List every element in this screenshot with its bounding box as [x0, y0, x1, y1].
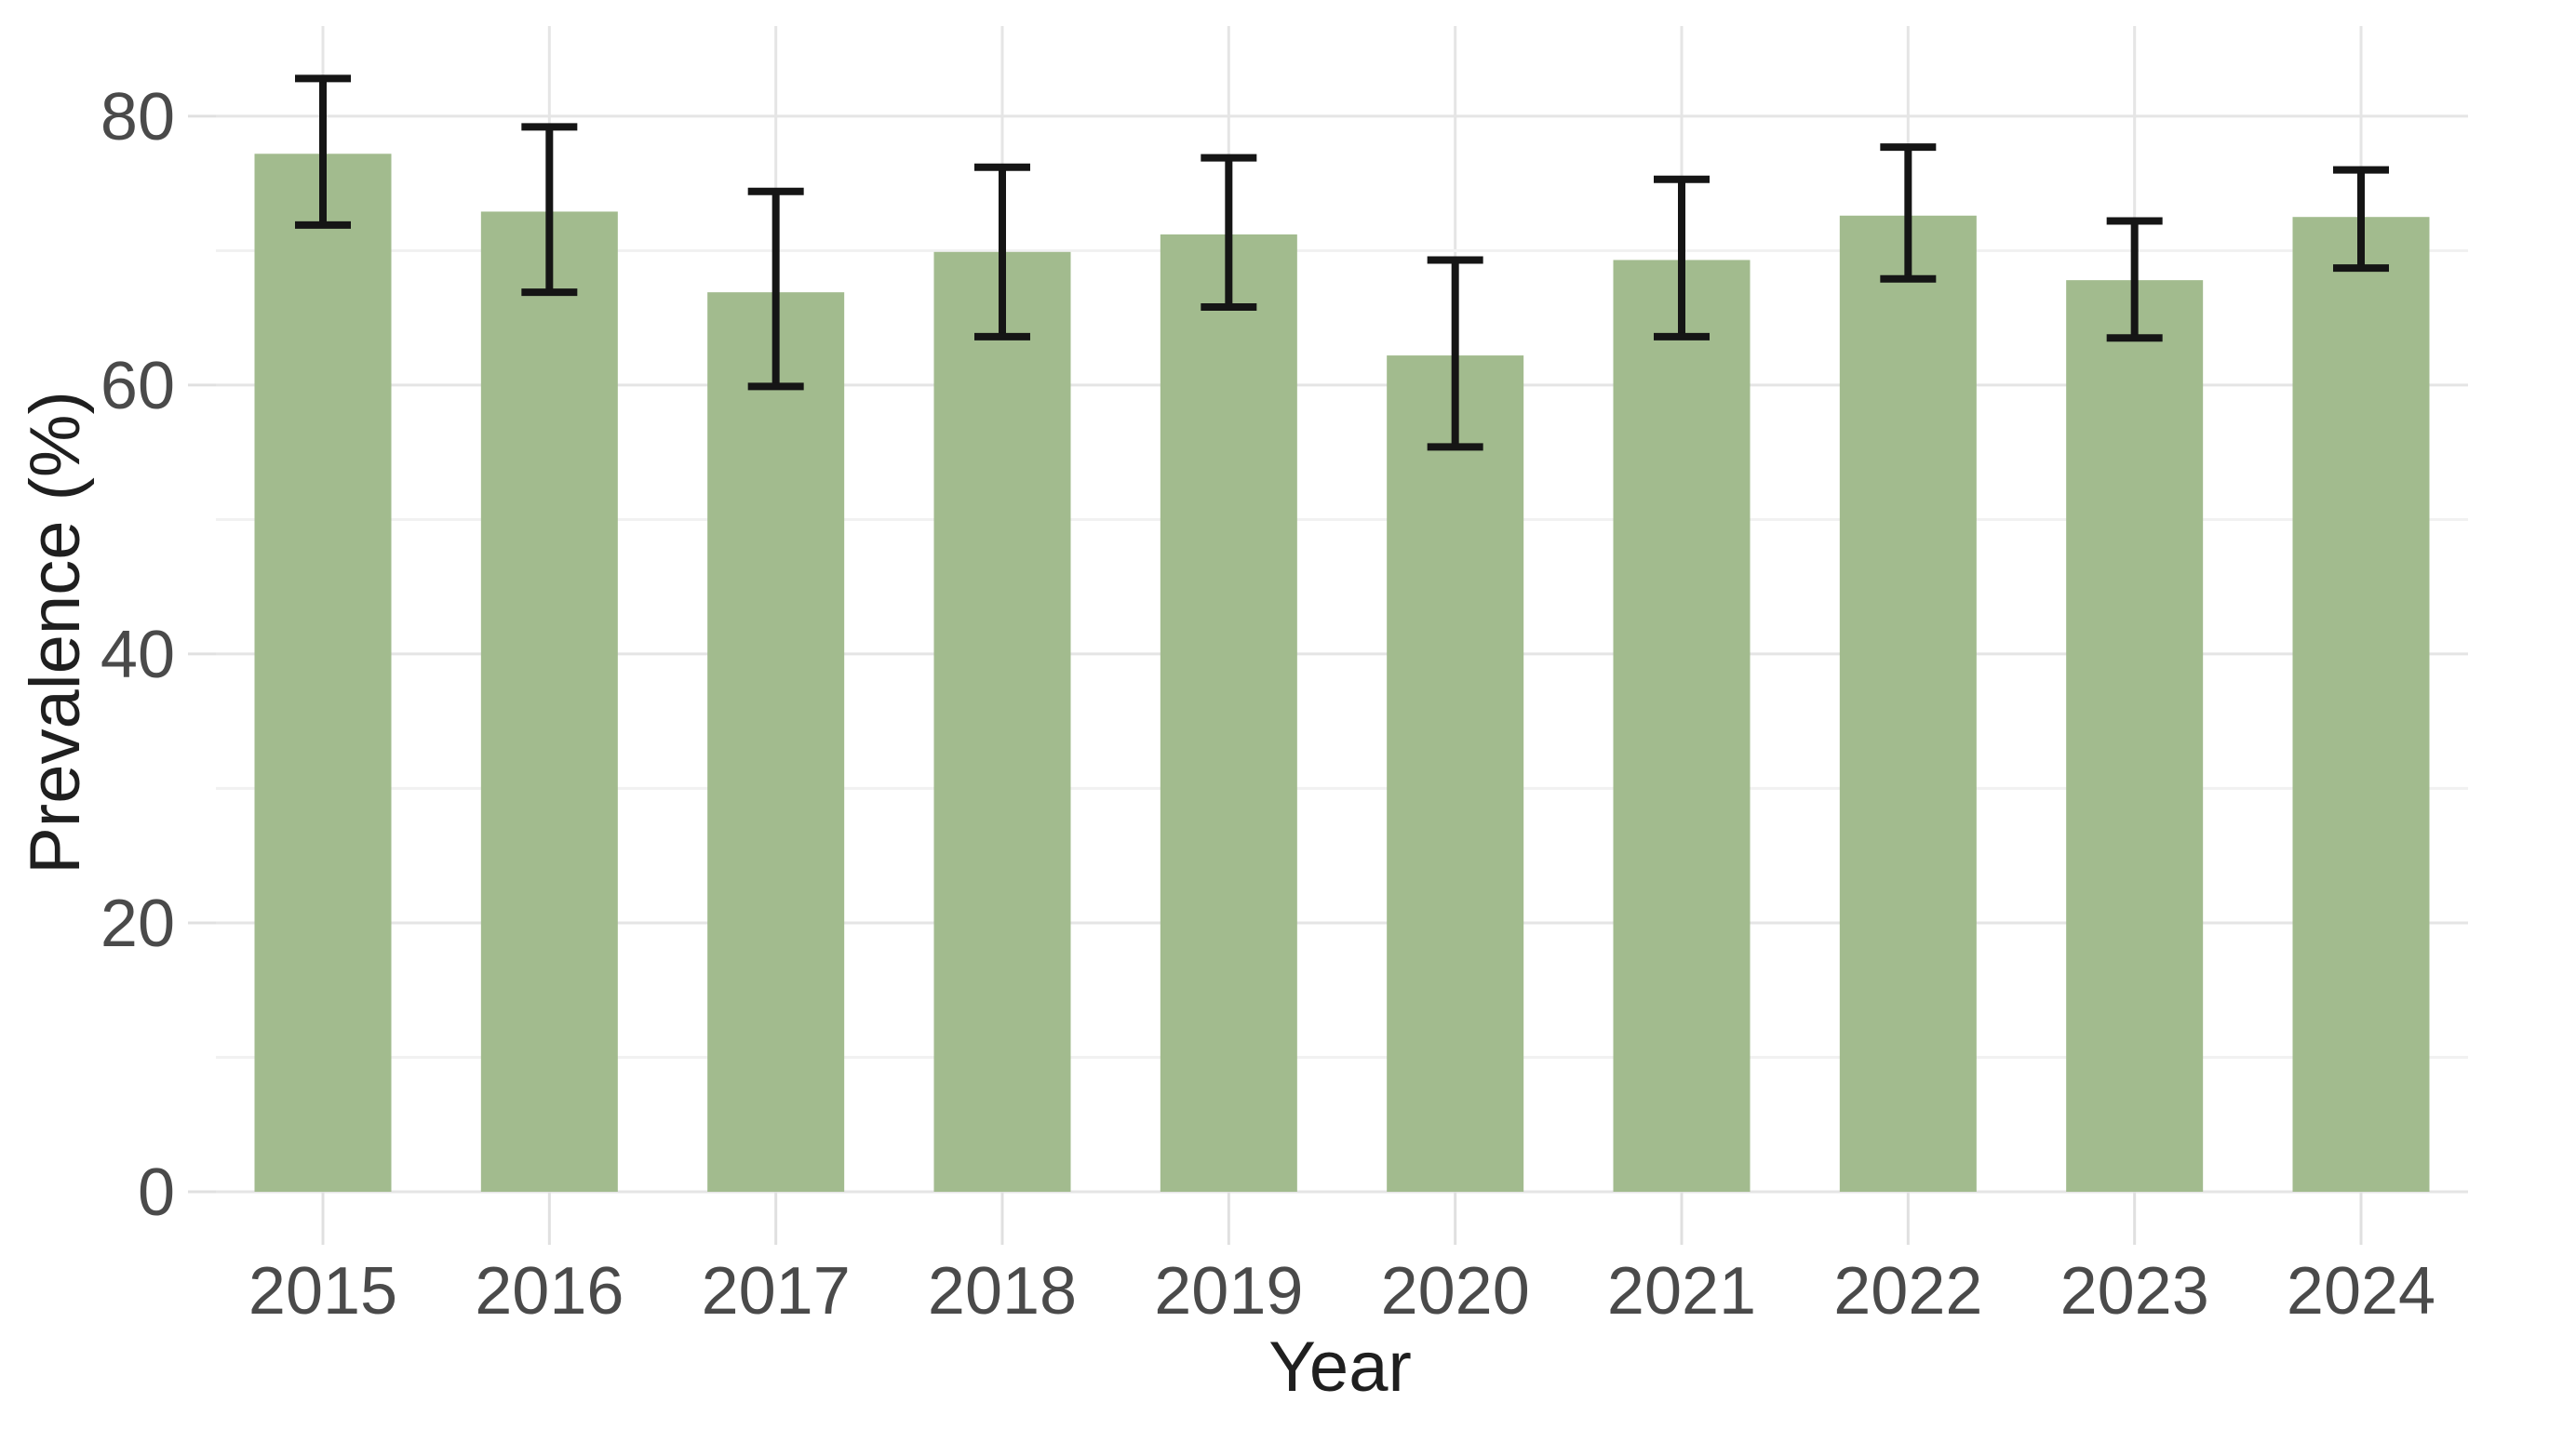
bar-2023: [2066, 280, 2204, 1192]
x-axis-title: Year: [1268, 1328, 1412, 1407]
bar-2019: [1160, 234, 1297, 1193]
x-tick-label-2019: 2019: [1154, 1254, 1303, 1329]
error-bar-2018: [974, 163, 1030, 341]
error-bars-layer: [295, 74, 2389, 451]
y-tick-labels-layer: 0 20 40 60 80: [101, 80, 175, 1230]
error-bar-2024: [2333, 166, 2389, 273]
x-tick-label-2018: 2018: [928, 1254, 1077, 1329]
y-tick-label-80: 80: [101, 80, 175, 154]
y-axis-title: Prevalence (%): [16, 391, 95, 875]
bar-2016: [480, 211, 618, 1192]
x-tick-label-2017: 2017: [702, 1254, 851, 1329]
bar-2024: [2292, 217, 2430, 1192]
y-tick-label-40: 40: [101, 618, 175, 692]
error-bar-2023: [2106, 217, 2163, 342]
error-bar-2016: [521, 123, 578, 297]
x-tick-label-2022: 2022: [1833, 1254, 1982, 1329]
x-tick-label-2016: 2016: [475, 1254, 624, 1329]
x-tick-label-2015: 2015: [248, 1254, 397, 1329]
error-bar-2021: [1654, 175, 1710, 341]
bar-2017: [707, 292, 845, 1193]
bar-2020: [1387, 355, 1524, 1192]
bar-2022: [1839, 215, 1977, 1192]
x-tick-label-2023: 2023: [2060, 1254, 2209, 1329]
error-bar-2020: [1427, 256, 1483, 451]
x-tick-label-2024: 2024: [2287, 1254, 2435, 1329]
bars-layer: [254, 154, 2430, 1193]
y-tick-label-20: 20: [101, 887, 175, 961]
vertical-gridlines-layer: [321, 26, 2363, 1192]
y-tick-label-60: 60: [101, 349, 175, 423]
error-bar-2022: [1880, 143, 1937, 283]
error-bar-2019: [1201, 154, 1257, 312]
y-tick-label-0: 0: [138, 1155, 175, 1230]
bar-2015: [254, 154, 392, 1192]
x-tick-labels-layer: 2015 2016 2017 2018 2019 2020 2021 2022 2023 2024: [248, 1254, 2435, 1329]
error-bar-2015: [295, 74, 351, 229]
bar-2021: [1613, 260, 1751, 1192]
x-tick-label-2020: 2020: [1381, 1254, 1530, 1329]
x-tick-label-2021: 2021: [1607, 1254, 1756, 1329]
error-bar-2017: [747, 187, 804, 391]
axis-ticks-layer: [188, 114, 2363, 1245]
bar-2018: [933, 251, 1071, 1192]
